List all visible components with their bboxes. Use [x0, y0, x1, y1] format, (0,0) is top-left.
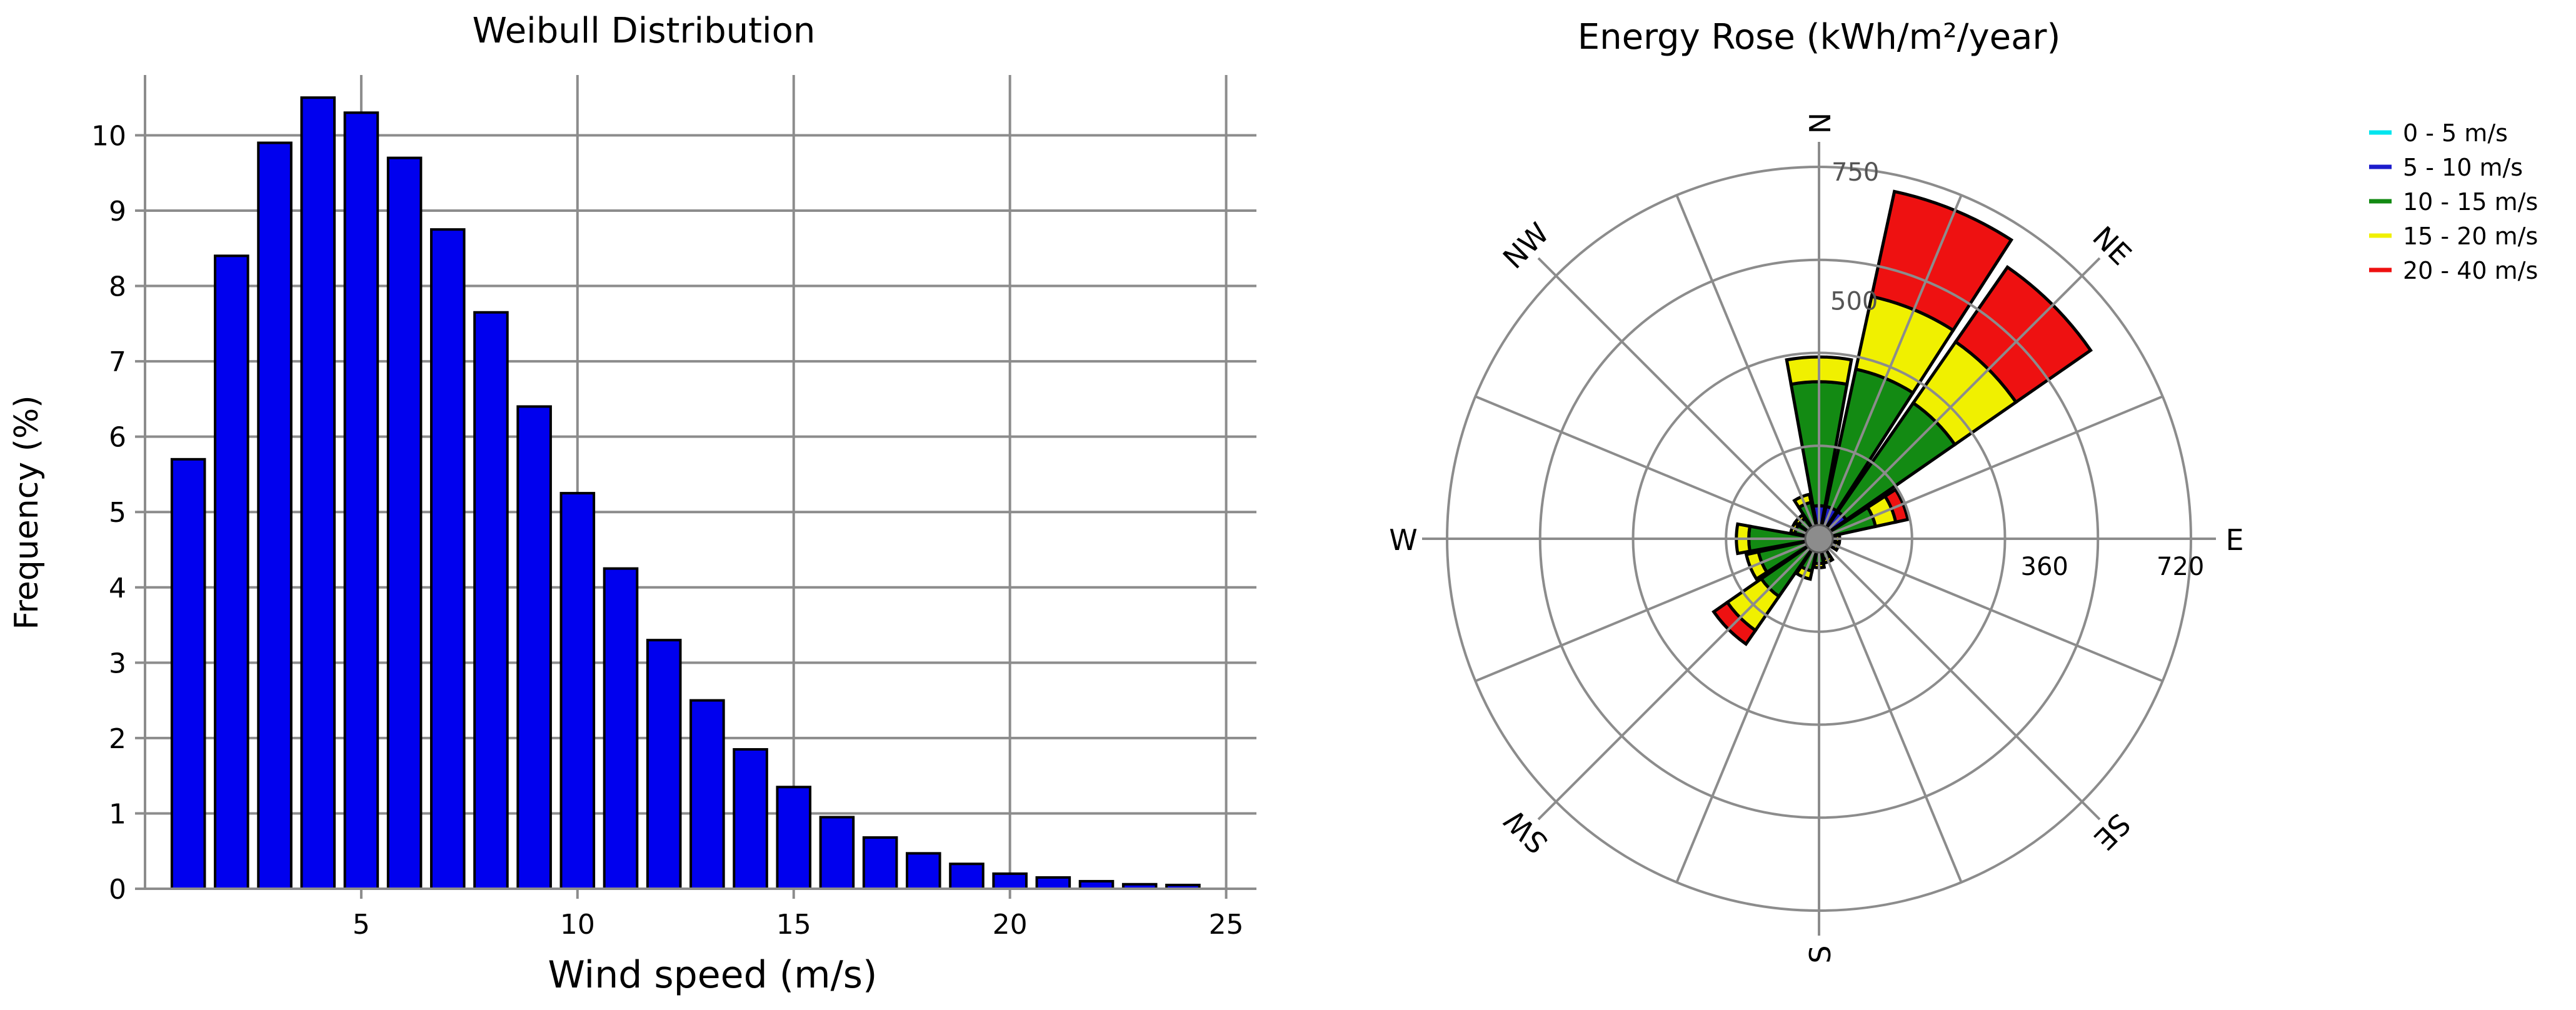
bar [646, 639, 682, 890]
ring-label-right: 360 [2021, 552, 2068, 581]
x-tick-label: 5 [353, 909, 370, 941]
ring-label-right: 720 [2157, 552, 2204, 581]
ring-label-top: 750 [1832, 158, 1879, 187]
bar [257, 141, 293, 890]
bar [862, 836, 898, 890]
legend-label: 15 - 20 m/s [2403, 222, 2538, 250]
x-tick-label: 10 [560, 909, 595, 941]
bar [516, 405, 552, 890]
direction-label: N [1803, 112, 1837, 134]
weibull-xlabel: Wind speed (m/s) [548, 953, 878, 997]
y-tick-label: 5 [109, 497, 126, 529]
y-tick-label: 6 [109, 422, 126, 454]
bar [214, 254, 249, 891]
rose-segment [1870, 189, 2014, 332]
legend-label: 20 - 40 m/s [2403, 257, 2538, 284]
spoke [1675, 194, 1820, 539]
bar [733, 748, 768, 890]
spoke [1818, 538, 1963, 883]
spoke [1818, 257, 2101, 540]
spoke [1818, 538, 2101, 821]
y-tick-label: 0 [109, 874, 126, 906]
y-tick-label: 2 [109, 723, 126, 755]
rose-legend: 0 - 5 m/s 5 - 10 m/s 10 - 15 m/s 15 - 20 m/… [2369, 119, 2538, 284]
spoke [1818, 538, 2163, 682]
bar [776, 786, 812, 890]
ring-label-top: 500 [1830, 287, 1878, 316]
rose-title: Energy Rose (kWh/m²/year) [1578, 17, 2061, 58]
weibull-chart: Weibull Distribution Frequency (%) Wind … [8, 11, 1256, 997]
bar [949, 862, 985, 891]
bar [343, 111, 379, 890]
bar [473, 311, 509, 890]
energy-rose-chart: Energy Rose (kWh/m²/year) NNEESESSWWNW75… [1389, 17, 2538, 964]
direction-label: W [1389, 523, 1417, 557]
bar [1035, 876, 1071, 890]
bar [992, 872, 1028, 891]
y-tick-label: 10 [91, 120, 126, 152]
bar [170, 458, 206, 890]
rose-center [1804, 524, 1834, 554]
bar [300, 96, 336, 891]
y-tick-label: 1 [109, 798, 126, 830]
legend-label: 0 - 5 m/s [2403, 119, 2508, 147]
bar [689, 699, 725, 890]
spoke [1818, 194, 1963, 539]
x-tick-label: 15 [776, 909, 811, 941]
y-tick-label: 4 [109, 572, 126, 604]
legend-label: 5 - 10 m/s [2403, 154, 2523, 181]
weibull-bars [170, 96, 1201, 891]
bar [603, 567, 639, 890]
spoke [1475, 538, 1820, 682]
bar [819, 816, 855, 890]
legend-label: 10 - 15 m/s [2403, 188, 2538, 216]
bar [559, 492, 596, 890]
direction-label: E [2225, 523, 2243, 557]
weibull-title: Weibull Distribution [473, 11, 816, 51]
y-tick-label: 9 [109, 196, 126, 228]
bar [906, 852, 941, 890]
y-tick-label: 3 [109, 648, 126, 679]
weibull-tick-labels: 0 1 2 3 4 5 6 7 8 9 10 5 10 15 20 25 [91, 120, 1244, 941]
weibull-axes [135, 75, 1256, 899]
spoke [1818, 395, 2163, 540]
y-tick-label: 7 [109, 346, 126, 378]
y-tick-label: 8 [109, 271, 126, 303]
spoke [1537, 257, 1820, 540]
x-tick-label: 20 [993, 909, 1028, 941]
weibull-ylabel: Frequency (%) [8, 395, 46, 629]
spoke [1537, 538, 1820, 821]
direction-label: S [1803, 945, 1837, 963]
x-tick-label: 25 [1209, 909, 1244, 941]
bar [429, 228, 466, 890]
rose-grid [1422, 142, 2216, 936]
spoke [1675, 538, 1820, 883]
bar [386, 156, 423, 891]
spoke [1475, 395, 1820, 540]
